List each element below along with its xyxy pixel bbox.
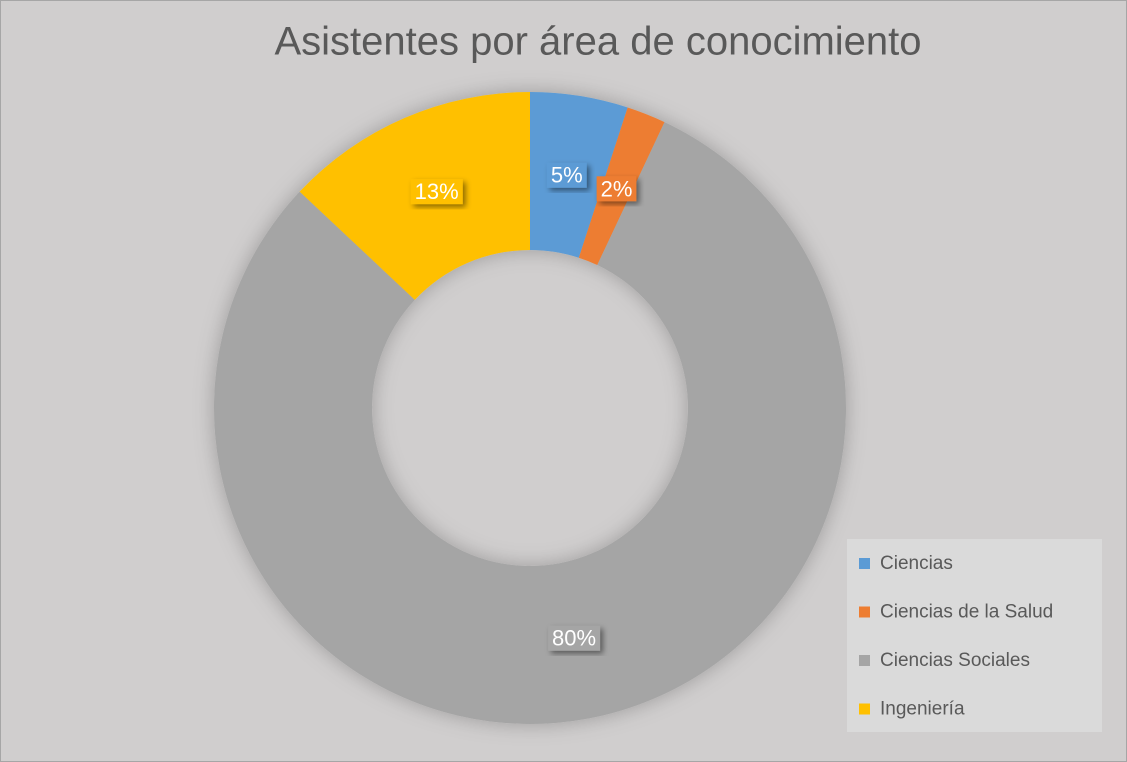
data-label-box <box>410 179 463 205</box>
data-label-box <box>548 625 601 651</box>
legend-swatch <box>859 606 870 618</box>
legend <box>847 539 1102 732</box>
data-label: 5% <box>551 163 583 188</box>
data-label: 13% <box>415 179 459 204</box>
legend-label: Ingeniería <box>880 699 965 720</box>
donut-slice <box>213 122 847 724</box>
data-label-box <box>596 176 637 202</box>
legend-label: Ciencias Sociales <box>880 650 1030 671</box>
legend-swatch <box>859 558 870 569</box>
legend-label: Ciencias de la Salud <box>880 602 1053 623</box>
legend-label: Ciencias <box>880 553 953 574</box>
data-label: 2% <box>601 176 633 201</box>
chart-title: Asistentes por área de conocimiento <box>274 20 921 64</box>
data-label-box <box>546 162 587 188</box>
legend-swatch <box>859 655 870 666</box>
data-label: 80% <box>552 626 596 651</box>
legend-swatch <box>859 703 870 715</box>
